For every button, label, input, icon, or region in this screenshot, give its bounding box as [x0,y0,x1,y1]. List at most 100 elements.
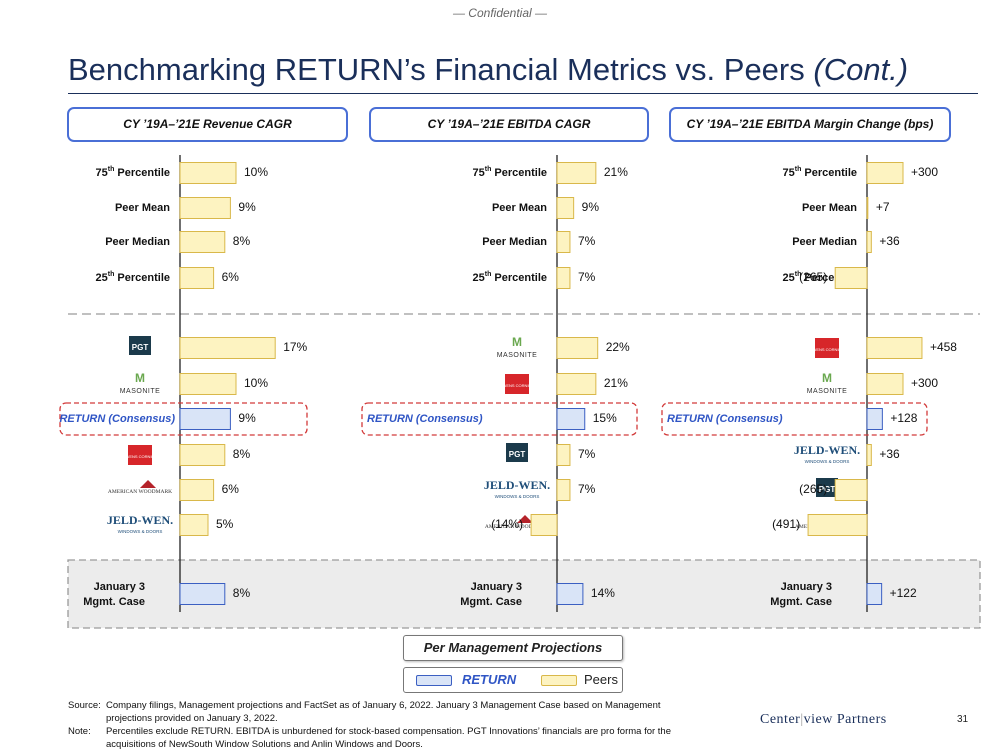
chart-3-company-6-label: (491) [772,517,800,531]
logo-masonite-text: MASONITE [497,352,538,359]
chart-3-company-4-bar [866,444,872,466]
chart-3-mgmt-line2: Mgmt. Case [770,596,832,608]
footnote-source-2: projections provided on January 3, 2022. [106,713,278,724]
chart-1-stat-1-name: 75th Percentile [96,166,171,179]
chart-3-company-5-label: (265) [799,482,827,496]
logo-pgt-icon: PGT [816,478,838,497]
page-number: 31 [957,714,969,725]
chart-2-stat-4-bar [556,267,571,289]
logo-jeldwen-sub: WINDOWS & DOORS [805,459,850,464]
chart-2-stat-3-name: Peer Median [482,236,547,248]
chart-3-stat-3-label: +36 [879,234,900,248]
chart-1-mgmt-line1: January 3 [94,581,145,593]
logo-masonite-text: MASONITE [807,388,848,395]
chart-1-company-5-label: 6% [222,482,240,496]
footnote-note-1: Percentiles exclude RETURN. EBITDA is un… [106,726,671,737]
chart-1-stat-4-name: 25th Percentile [96,271,171,284]
chart-3-stat-1-name: 75th Percentile [783,166,858,179]
chart-3-company-2-bar [866,373,904,395]
chart-3-stat-4-bar [834,267,868,289]
chart-1-company-4-label: 8% [233,447,251,461]
chart-1-mgmt-label: 8% [233,586,251,600]
logo-pgt-text: PGT [819,485,836,494]
chart-2-header [369,107,649,142]
chart-3-return-name: RETURN (Consensus) [667,413,783,425]
logo-masonite-mark: M [512,335,522,349]
chart-3-company-5-bar [834,479,868,501]
logo-american-woodmark-icon: AMERICAN WOODMARK [108,480,172,495]
brand-left: Center [760,712,801,727]
chart-2-company-2-bar [556,373,597,395]
chart-3-company-3-label: +128 [890,411,917,425]
logo-owens-text: OWENS CORNING [122,454,157,459]
logo-owens-corning-icon: OWENS CORNING [499,374,535,394]
confidential-label: — Confidential — [452,6,548,20]
logo-american-text: AMERICAN WOODMARK [485,524,549,530]
title-main: Benchmarking RETURN’s Financial Metrics … [68,52,814,87]
chart-2-company-6-label: (14%) [491,517,523,531]
chart-3-stat-3-name: Peer Median [792,236,857,248]
footnote-source-1: Company filings, Management projections … [106,700,661,711]
chart-1-company-2-bar [179,373,237,395]
chart-3-company-6-bar [807,514,868,536]
chart-1-company-3-bar [179,408,231,430]
chart-1-company-3-label: 9% [238,411,256,425]
chart-1-mgmt-line2: Mgmt. Case [83,596,145,608]
chart-1-company-6-label: 5% [216,517,234,531]
chart-2-company-3-label: 15% [593,411,617,425]
chart-2-stat-1-name: 75th Percentile [473,166,548,179]
chart-1-company-6-bar [179,514,209,536]
logo-american-woodmark-icon: AMERICAN WOODMARK [485,515,549,530]
chart-1-company-1-label: 17% [283,340,307,354]
legend-peers-swatch [541,675,577,686]
logo-masonite-mark: M [135,371,145,385]
logo-jeldwen-text: JELD-WEN. [484,478,550,492]
chart-2-return-highlight [361,402,638,436]
chart-2-return-name: RETURN (Consensus) [367,413,483,425]
logo-jeld-wen-icon: JELD-WEN. WINDOWS & DOORS [794,443,860,464]
logo-pgt-text: PGT [132,343,149,352]
chart-2-mgmt-line2: Mgmt. Case [460,596,522,608]
logo-masonite-icon: M MASONITE [120,371,160,395]
chart-2-mgmt-label: 14% [591,586,615,600]
logo-jeldwen-sub: WINDOWS & DOORS [118,529,163,534]
chart-3-company-1-label: +458 [930,340,957,354]
logo-american-text: AMERICAN WOODMARK [108,489,172,495]
chart-2-mgmt-line1: January 3 [471,581,522,593]
page-title: Benchmarking RETURN’s Financial Metrics … [68,52,908,88]
chart-3-stat-2-bar [866,197,869,219]
footnote-note-label: Note: [68,726,91,737]
chart-2-company-1-label: 22% [606,340,630,354]
logo-jeld-wen-icon: JELD-WEN. WINDOWS & DOORS [107,513,173,534]
chart-2-mgmt-bar [556,583,584,605]
chart-2-stat-2-name: Peer Mean [492,202,547,214]
chart-2-company-2-label: 21% [604,376,628,390]
logo-masonite-icon: M MASONITE [807,371,848,395]
chart-2-stat-2-label: 9% [582,200,600,214]
footnote-source-label: Source: [68,700,101,711]
chart-1-stat-3-label: 8% [233,234,251,248]
chart-1-stat-3-bar [179,231,226,253]
footnote-note-2: acquisitions of NewSouth Window Solution… [106,739,423,750]
chart-1-mgmt-bar [179,583,226,605]
title-rule [68,93,978,94]
logo-pgt-icon: PGT [129,336,151,355]
logo-jeld-wen-icon: JELD-WEN. WINDOWS & DOORS [484,478,550,499]
chart-1-stat-2-bar [179,197,231,219]
chart-3-mgmt-bar [866,583,883,605]
brand-divider: | [800,712,804,727]
chart-1-company-1-bar [179,337,276,359]
chart-3-company-3-bar [866,408,883,430]
chart-3-stat-2-name: Peer Mean [802,202,857,214]
chart-3-stat-2-label: +7 [876,200,890,214]
chart-2-stat-3-label: 7% [578,234,596,248]
chart-2-stat-4-label: 7% [578,270,596,284]
legend-peers-label: Peers [584,672,618,687]
logo-masonite-icon: M MASONITE [497,335,538,359]
logo-pgt-text: PGT [509,450,526,459]
chart-3-stat-4-label: (265) [799,270,827,284]
chart-2-company-6-bar [530,514,558,536]
chart-1-stat-4-label: 6% [222,270,240,284]
chart-2-stat-1-label: 21% [604,165,628,179]
brand-logo: Center|view Partners [760,712,887,728]
